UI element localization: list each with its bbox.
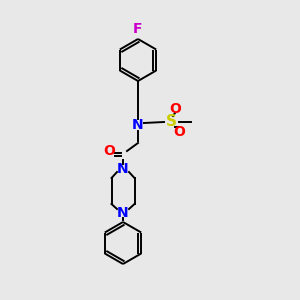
Text: S: S <box>166 115 176 130</box>
Text: N: N <box>132 118 144 132</box>
Text: N: N <box>117 162 129 176</box>
Text: O: O <box>103 144 115 158</box>
Text: F: F <box>133 22 143 36</box>
Text: O: O <box>169 102 181 116</box>
Text: O: O <box>173 125 185 139</box>
Text: N: N <box>117 206 129 220</box>
